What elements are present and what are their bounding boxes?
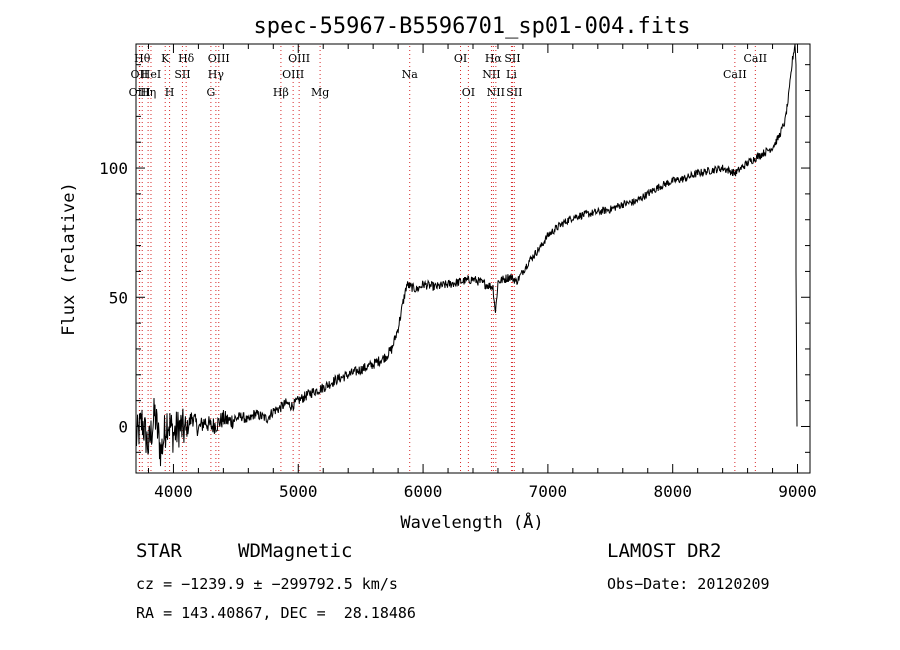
line-marker-label: H (165, 86, 175, 99)
line-marker-label: Hα (485, 52, 503, 65)
line-marker-label: Mg (311, 86, 329, 99)
line-marker-label: NII (487, 86, 505, 99)
line-marker-label: Hβ (273, 86, 289, 99)
line-marker-label: Hδ (178, 52, 195, 65)
line-marker-label: SII (506, 86, 522, 99)
line-marker-label: Hγ (208, 68, 225, 81)
y-tick-label: 0 (118, 417, 128, 436)
spectrum-line (135, 44, 798, 467)
line-marker-label: OIII (208, 52, 230, 65)
x-tick-label: 5000 (279, 482, 318, 501)
object-class: STAR (136, 540, 182, 562)
x-axis-label: Wavelength (Å) (400, 511, 543, 533)
line-marker-label: SII (504, 52, 520, 65)
line-marker-label: CaII (743, 52, 767, 65)
spectrum-chart: spec-55967-B5596701_sp01-004.fits Hθ OII O… (59, 14, 817, 533)
y-tick-label: 50 (109, 288, 128, 307)
line-marker-label: OIII (288, 52, 310, 65)
x-tick-label: 4000 (154, 482, 193, 501)
line-marker-label: Li (506, 68, 517, 81)
line-marker-label: Hη (140, 86, 156, 99)
line-marker-label: G (206, 86, 215, 99)
line-marker-label: OIII (129, 86, 151, 99)
x-tick-label: 6000 (404, 482, 443, 501)
spectral-line-markers (138, 46, 756, 473)
y-axis-label: Flux (relative) (59, 182, 79, 336)
redshift-info: cz = −1239.9 ± −299792.5 km/s (136, 575, 398, 593)
line-marker-label: K (161, 52, 170, 65)
x-tick-label: 8000 (653, 482, 692, 501)
survey-name: LAMOST DR2 (607, 540, 722, 562)
line-marker-label: Hθ (134, 52, 151, 65)
line-marker-label: NII (482, 68, 500, 81)
plot-frame (135, 43, 811, 474)
line-marker-label: Na (402, 68, 419, 81)
line-marker-label: CaII (723, 68, 747, 81)
chart-title: spec-55967-B5596701_sp01-004.fits (253, 14, 690, 39)
x-tick-label: 7000 (529, 482, 568, 501)
observation-date: Obs−Date: 20120209 (607, 575, 770, 593)
line-marker-label: OI (454, 52, 467, 65)
line-marker-label: OI (462, 86, 475, 99)
line-marker-label: HeI (141, 68, 161, 81)
x-tick-label: 9000 (778, 482, 817, 501)
object-subclass: WDMagnetic (238, 540, 353, 562)
spectral-line-labels: HθOIIOIIIHηHeIKHSIIHδGHγOIIIHβOIIIOIIIMg… (129, 52, 768, 99)
line-marker-label: SII (174, 68, 190, 81)
y-tick-label: 100 (99, 159, 128, 178)
coordinates: RA = 143.40867, DEC = 28.18486 (136, 604, 416, 622)
line-marker-label: OIII (282, 68, 304, 81)
line-marker-label: OII (131, 68, 149, 81)
axes: 4000 5000 6000 7000 8000 9000 0 50 100 (99, 44, 817, 501)
